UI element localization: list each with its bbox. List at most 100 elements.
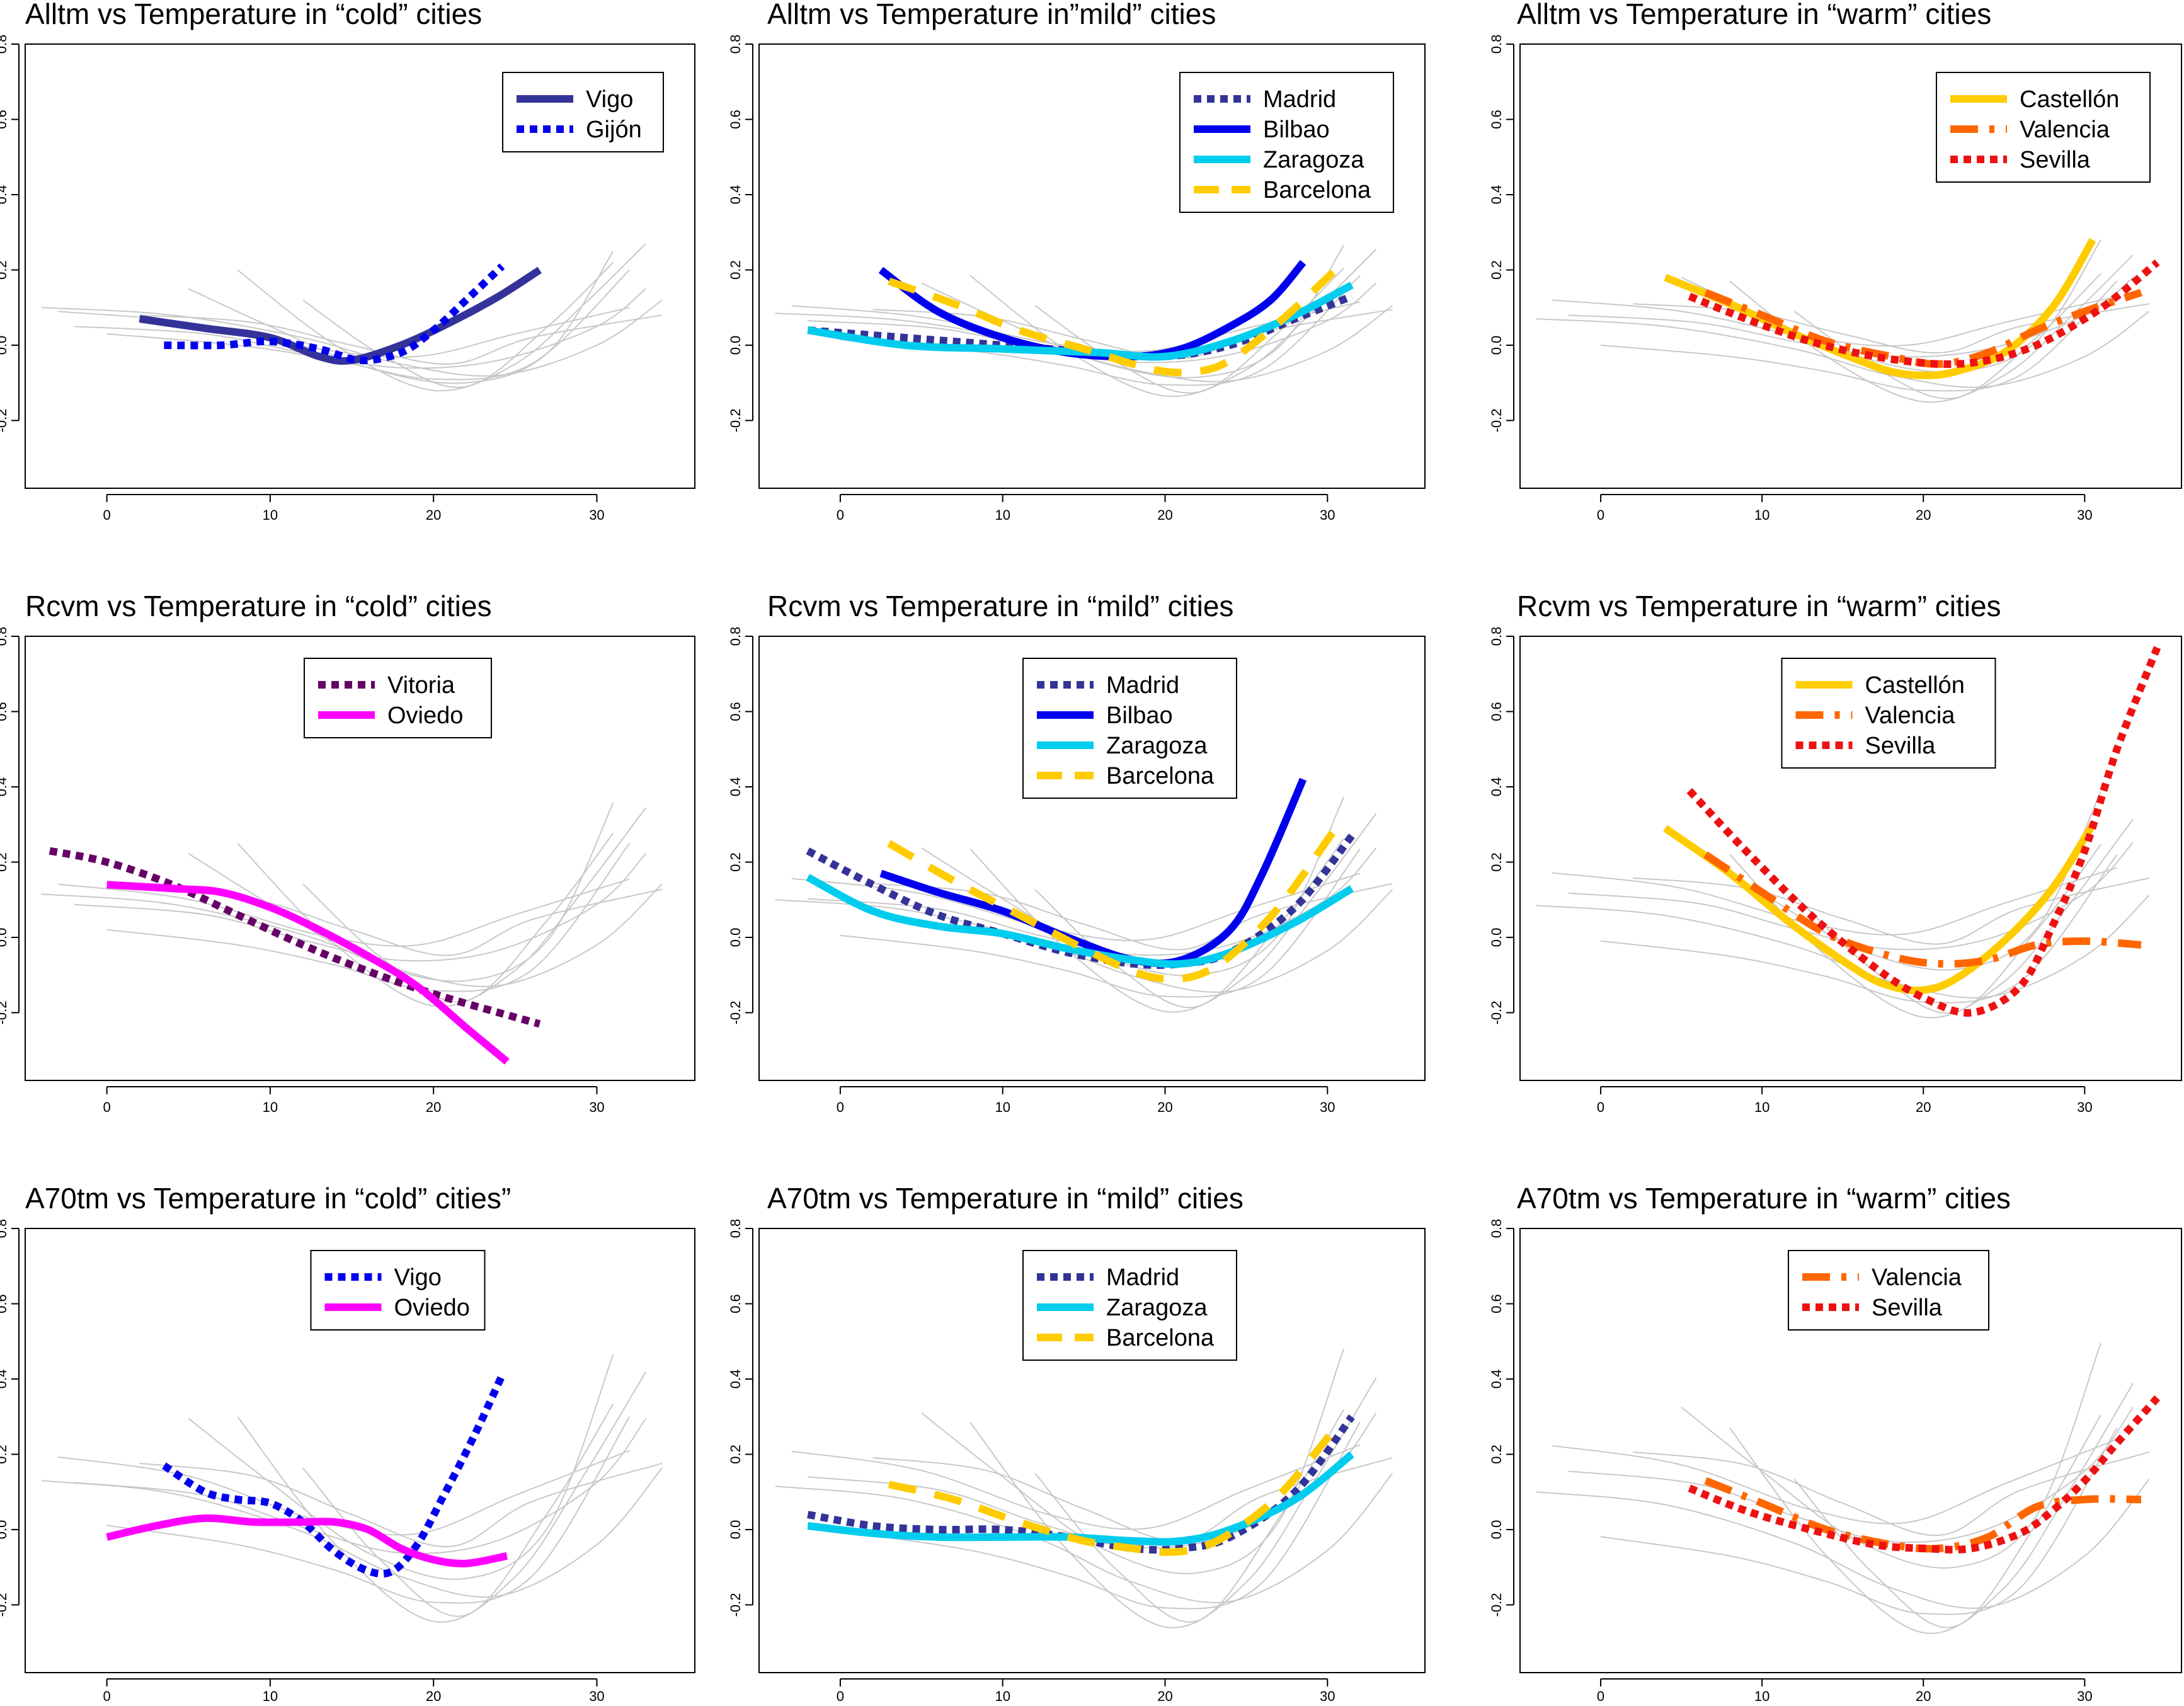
x-axis: 0 10 20 30 <box>1597 1086 2093 1115</box>
y-tick-label: 0.0 <box>0 1520 9 1540</box>
background-curve <box>237 243 646 392</box>
legend-label: Sevilla <box>1865 733 1936 759</box>
legend-label: Zaragoza <box>1106 733 1208 759</box>
x-tick-label: 0 <box>103 1688 111 1704</box>
background-curve <box>1568 1407 2134 1543</box>
x-tick-label: 30 <box>2077 507 2092 523</box>
legend: Vitoria Oviedo <box>304 658 492 738</box>
legend-label: Barcelona <box>1106 1325 1215 1351</box>
x-tick-label: 10 <box>995 507 1010 523</box>
background-curve <box>302 261 614 388</box>
panel-2: Alltm vs Temperature in”mild” cities 0 10 2… <box>728 0 1426 523</box>
legend-label: Valencia <box>1872 1264 1962 1291</box>
x-tick-label: 20 <box>426 1099 441 1115</box>
y-tick-label: 0.2 <box>0 852 9 872</box>
x-tick-label: 10 <box>1754 1688 1769 1704</box>
background-curve <box>1633 1451 2150 1537</box>
y-tick-label: 0.4 <box>728 185 743 205</box>
panel-title: Alltm vs Temperature in “cold” cities <box>25 0 482 30</box>
legend-label: Sevilla <box>2020 147 2091 173</box>
y-tick-label: 0.8 <box>0 1219 9 1239</box>
series-line-sevilla <box>1686 646 2161 1017</box>
y-tick-label: 0.8 <box>1489 627 1504 646</box>
panel-3: Alltm vs Temperature in “warm” cities 0 10… <box>1489 0 2182 523</box>
background-curve <box>1681 1342 2101 1569</box>
legend-label: Valencia <box>2020 117 2110 143</box>
y-tick-label: -0.2 <box>728 408 743 432</box>
background-curve <box>74 1418 646 1554</box>
background-curve <box>1600 280 2118 392</box>
background-curve <box>106 1416 631 1604</box>
series-line-oviedo <box>106 1514 508 1567</box>
x-tick-label: 20 <box>1916 1688 1931 1704</box>
panel-title: A70tm vs Temperature in “mild” cities <box>767 1182 1244 1215</box>
legend-label: Bilbao <box>1263 117 1330 143</box>
background-curves <box>1536 1342 2150 1634</box>
y-tick-label: -0.2 <box>0 1000 9 1024</box>
background-curve <box>237 807 646 1007</box>
y-tick-label: 0.8 <box>1489 35 1504 54</box>
background-curve <box>41 883 663 987</box>
y-tick-label: 0.0 <box>1489 1520 1504 1540</box>
x-axis: 0 10 20 30 <box>103 494 605 523</box>
x-axis: 0 10 20 30 <box>837 494 1335 523</box>
legend-label: Vigo <box>394 1264 442 1291</box>
y-tick-label: -0.2 <box>1489 1000 1504 1024</box>
series-line-oviedo <box>106 881 510 1065</box>
y-tick-label: 0.4 <box>1489 185 1504 205</box>
y-tick-label: 0.6 <box>1489 110 1504 129</box>
x-tick-label: 30 <box>2077 1688 2092 1704</box>
x-tick-label: 10 <box>1754 507 1769 523</box>
background-curve <box>1793 1414 2101 1629</box>
background-curve <box>1034 267 1344 394</box>
series-line-valencia <box>1703 851 2142 968</box>
background-curve <box>1536 311 2150 388</box>
y-tick-label: 0.6 <box>728 110 743 129</box>
legend-label: Oviedo <box>394 1295 470 1321</box>
background-curve <box>188 802 614 982</box>
panel-title: Rcvm vs Temperature in “cold” cities <box>25 590 491 622</box>
background-curve <box>1536 1479 2150 1609</box>
x-tick-label: 20 <box>426 1688 441 1704</box>
background-curve <box>302 1403 614 1617</box>
y-axis: -0.2 0.0 0.2 0.4 0.6 0.8 <box>1489 35 1514 432</box>
series-line-sevilla <box>1688 259 2160 369</box>
panel-8: A70tm vs Temperature in “mild” cities 0 10… <box>728 1182 1426 1704</box>
y-tick-label: 0.6 <box>0 1294 9 1314</box>
panel-9: A70tm vs Temperature in “warm” cities 0 10… <box>1489 1182 2182 1704</box>
background-curve <box>302 832 614 1003</box>
background-curve <box>74 853 646 962</box>
x-axis: 0 10 20 30 <box>103 1678 605 1704</box>
background-curve <box>969 1377 1377 1629</box>
x-tick-label: 20 <box>1157 1688 1172 1704</box>
legend-label: Sevilla <box>1872 1295 1943 1321</box>
y-axis: -0.2 0.0 0.2 0.4 0.6 0.8 <box>728 1219 753 1617</box>
x-axis: 0 10 20 30 <box>837 1678 1335 1704</box>
background-curve <box>41 1467 663 1598</box>
y-tick-label: -0.2 <box>1489 1593 1504 1617</box>
y-tick-label: -0.2 <box>0 408 9 432</box>
y-tick-label: 0.8 <box>728 35 743 54</box>
y-tick-label: 0.6 <box>0 702 9 721</box>
legend-label: Vitoria <box>387 672 455 699</box>
y-tick-label: 0.0 <box>728 1520 743 1540</box>
series-line-castellón <box>1663 822 2096 995</box>
x-tick-label: 10 <box>995 1099 1010 1115</box>
y-tick-label: 0.6 <box>1489 702 1504 721</box>
legend-label: Madrid <box>1106 1264 1179 1291</box>
x-axis: 0 10 20 30 <box>103 1086 605 1115</box>
y-axis: -0.2 0.0 0.2 0.4 0.6 0.8 <box>1489 1219 1514 1617</box>
y-tick-label: 0.2 <box>1489 852 1504 872</box>
background-curves <box>41 243 663 392</box>
y-tick-label: 0.2 <box>728 852 743 872</box>
y-tick-label: -0.2 <box>728 1593 743 1617</box>
background-curve <box>1600 1428 2118 1615</box>
y-tick-label: 0.0 <box>728 928 743 947</box>
legend-label: Castellón <box>2020 86 2119 113</box>
y-tick-label: 0.8 <box>728 627 743 646</box>
y-tick-label: 0.0 <box>0 928 9 947</box>
x-axis: 0 10 20 30 <box>1597 1678 2093 1704</box>
legend-label: Bilbao <box>1106 702 1173 729</box>
x-axis: 0 10 20 30 <box>1597 494 2093 523</box>
